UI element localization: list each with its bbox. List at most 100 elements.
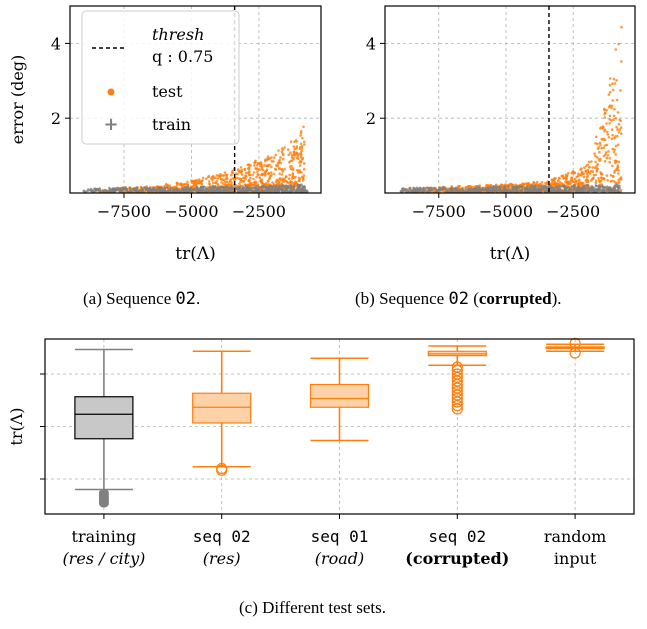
x-tick-label: −5000 — [479, 202, 533, 221]
test-point — [290, 182, 293, 185]
test-point — [609, 174, 613, 177]
train-point — [106, 189, 110, 193]
x-tick-label: −7500 — [97, 202, 151, 221]
test-point — [619, 119, 622, 123]
train-point — [482, 188, 485, 191]
train-point — [563, 190, 566, 193]
test-point — [278, 158, 281, 162]
test-point — [290, 165, 293, 168]
y-tick-label: 4 — [51, 34, 61, 53]
test-point — [620, 132, 623, 135]
test-point — [216, 177, 220, 180]
train-point — [606, 185, 609, 188]
test-point — [216, 182, 220, 186]
test-point — [302, 140, 306, 144]
test-point — [604, 151, 608, 154]
test-point — [613, 136, 616, 140]
test-point — [295, 146, 298, 150]
test-point — [615, 125, 618, 129]
train-point — [503, 187, 506, 191]
train-point — [540, 184, 544, 188]
train-point — [523, 187, 526, 190]
test-point — [611, 88, 615, 92]
train-point — [93, 188, 97, 192]
train-point — [283, 189, 286, 193]
test-point — [223, 180, 227, 183]
test-point — [610, 104, 614, 108]
test-point — [466, 185, 470, 188]
train-point — [591, 185, 594, 189]
test-point — [286, 181, 289, 184]
train-point — [230, 186, 234, 189]
test-point — [608, 122, 611, 125]
test-point — [184, 182, 188, 186]
test-point — [521, 183, 525, 186]
panel-c-boxplot: training (res / city) seq 02 (res) seq 01 (ro… — [7, 337, 635, 568]
test-point — [596, 167, 599, 171]
train-point — [204, 190, 208, 193]
train-point — [531, 190, 535, 193]
test-point — [565, 174, 569, 177]
test-point — [196, 181, 200, 185]
test-point — [575, 175, 578, 179]
train-point — [430, 188, 434, 192]
test-point — [469, 185, 473, 188]
train-point — [169, 190, 172, 193]
train-point — [451, 190, 454, 193]
train-point — [408, 186, 412, 190]
test-point — [299, 134, 302, 137]
test-point — [281, 170, 285, 173]
test-point — [616, 134, 619, 138]
train-point — [418, 187, 422, 191]
train-point — [98, 190, 101, 193]
train-point — [597, 187, 601, 190]
test-point — [191, 185, 195, 189]
test-point — [299, 129, 303, 133]
test-point — [608, 83, 612, 87]
train-point — [534, 184, 537, 188]
outlier-point — [569, 347, 581, 359]
train-point — [239, 190, 243, 193]
legend-train-swatch: + — [103, 114, 118, 135]
test-point — [269, 171, 273, 174]
panel-a-y-axis-label: error (deg) — [8, 55, 27, 145]
test-point — [617, 178, 620, 182]
test-point — [573, 177, 576, 181]
x-tick-label: −2500 — [232, 202, 286, 221]
test-point — [276, 164, 280, 168]
test-point — [533, 181, 536, 185]
test-point — [215, 174, 219, 177]
test-point — [268, 163, 271, 167]
test-point — [270, 160, 274, 163]
test-point — [295, 182, 298, 186]
legend: thresh q : 0.75 test + train — [81, 10, 240, 145]
train-point — [537, 188, 541, 192]
train-point — [491, 188, 495, 191]
test-point — [300, 160, 303, 164]
train-point — [506, 189, 510, 193]
train-point — [466, 190, 470, 193]
train-point — [274, 186, 277, 189]
caption-a-code: 02 — [175, 289, 196, 309]
train-point — [571, 190, 574, 193]
panel-c-y-axis-label: tr(Λ) — [7, 407, 26, 445]
test-point — [240, 173, 244, 176]
test-point — [536, 180, 539, 184]
train-point — [208, 189, 212, 193]
test-point — [616, 111, 620, 114]
caption-a-suffix: . — [196, 289, 201, 308]
test-point — [300, 147, 304, 150]
test-point — [580, 174, 583, 177]
test-point — [612, 118, 615, 121]
test-point — [607, 150, 610, 153]
test-point — [560, 182, 564, 185]
panel-b-x-axis-label: tr(Λ) — [490, 244, 531, 264]
test-point — [212, 181, 215, 185]
train-point — [477, 187, 481, 191]
train-point — [593, 187, 596, 190]
train-point — [453, 187, 457, 190]
test-point — [297, 179, 301, 182]
train-point — [247, 188, 250, 192]
train-point — [611, 188, 615, 192]
train-point — [255, 187, 258, 191]
